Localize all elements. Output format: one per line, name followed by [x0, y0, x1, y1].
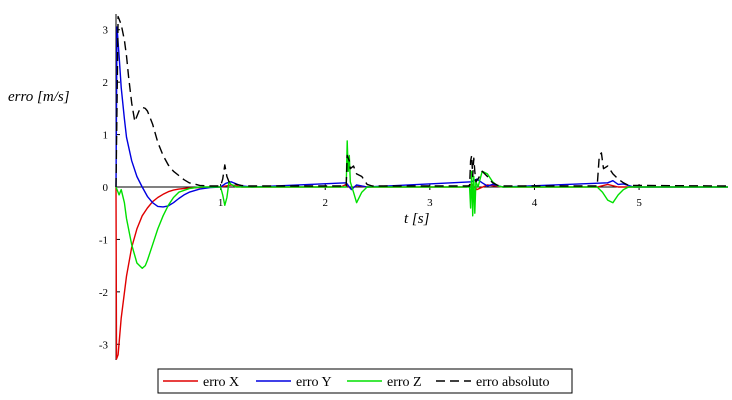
- y-tick-label: -2: [99, 287, 108, 299]
- series-lines: [115, 15, 729, 360]
- legend-label-erro-absoluto: erro absoluto: [476, 375, 549, 390]
- series-line-erro-y: [115, 26, 728, 208]
- series-line-erro-absoluto: [115, 15, 729, 188]
- ticks: -3 -2 -1 0 1 2 3 1 2 3 4 5: [99, 25, 642, 352]
- y-tick-label: 0: [103, 182, 109, 194]
- x-tick-label: 1: [218, 197, 224, 209]
- legend-label-erro-z: erro Z: [387, 375, 422, 390]
- x-tick-label: 2: [322, 197, 328, 209]
- y-tick-label: 3: [103, 25, 109, 37]
- legend-label-erro-y: erro Y: [296, 375, 332, 390]
- y-tick-label: -1: [99, 234, 108, 246]
- y-tick-label: -3: [99, 339, 109, 351]
- legend-label-erro-x: erro X: [203, 375, 239, 390]
- y-tick-label: 2: [103, 77, 109, 89]
- x-tick-label: 5: [636, 197, 642, 209]
- y-axis-label: erro [m/s]: [8, 89, 70, 105]
- x-tick-label: 4: [532, 197, 538, 209]
- legend: erro X erro Y erro Z erro absoluto: [157, 368, 573, 394]
- x-tick-label: 3: [427, 197, 433, 209]
- x-axis-label: t [s]: [404, 211, 430, 227]
- y-tick-label: 1: [103, 130, 109, 142]
